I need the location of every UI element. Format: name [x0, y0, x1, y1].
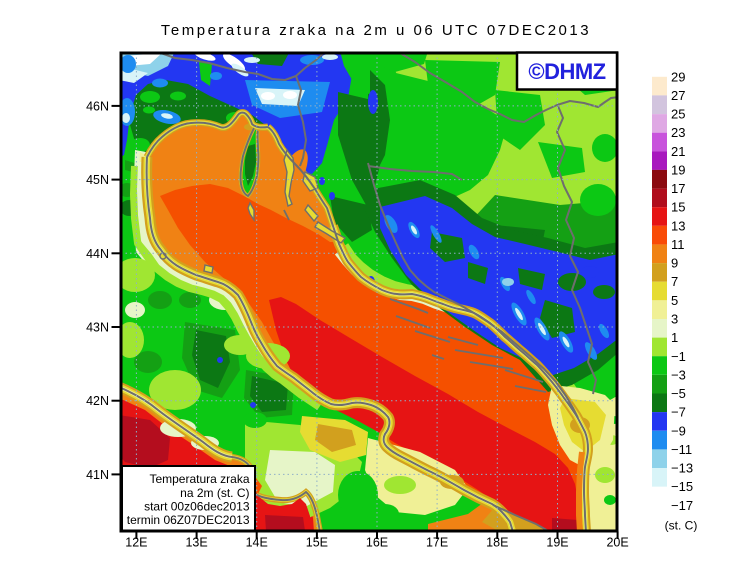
- svg-text:−3: −3: [671, 367, 686, 382]
- svg-text:11: 11: [671, 237, 685, 252]
- svg-text:−15: −15: [671, 479, 693, 494]
- svg-text:termin 06Z07DEC2013: termin 06Z07DEC2013: [127, 513, 250, 527]
- svg-text:29: 29: [671, 69, 685, 84]
- svg-text:25: 25: [671, 107, 685, 122]
- svg-text:43N: 43N: [86, 321, 109, 335]
- svg-text:21: 21: [671, 144, 685, 159]
- svg-text:−17: −17: [671, 498, 693, 513]
- svg-text:1: 1: [671, 330, 678, 345]
- svg-text:©DHMZ: ©DHMZ: [528, 59, 605, 84]
- svg-text:27: 27: [671, 88, 685, 103]
- svg-text:42N: 42N: [86, 394, 109, 408]
- svg-text:41N: 41N: [86, 468, 109, 482]
- svg-text:−7: −7: [671, 405, 686, 420]
- svg-text:start 00z06dec2013: start 00z06dec2013: [144, 500, 250, 514]
- svg-text:−1: −1: [671, 349, 686, 364]
- svg-text:46N: 46N: [86, 99, 109, 113]
- svg-text:12E: 12E: [125, 536, 147, 550]
- svg-text:na 2m (st. C): na 2m (st. C): [180, 486, 249, 500]
- svg-text:15: 15: [671, 200, 685, 215]
- svg-text:3: 3: [671, 312, 678, 327]
- svg-text:Temperatura zraka: Temperatura zraka: [149, 472, 249, 486]
- svg-text:−11: −11: [671, 442, 692, 457]
- svg-text:−5: −5: [671, 386, 686, 401]
- svg-text:17: 17: [671, 181, 685, 196]
- svg-text:45N: 45N: [86, 173, 109, 187]
- svg-text:19E: 19E: [546, 536, 568, 550]
- svg-text:18E: 18E: [486, 536, 508, 550]
- svg-text:16E: 16E: [366, 536, 388, 550]
- svg-text:17E: 17E: [426, 536, 448, 550]
- svg-text:14E: 14E: [246, 536, 268, 550]
- svg-text:(st. C): (st. C): [665, 519, 698, 533]
- svg-text:9: 9: [671, 256, 678, 271]
- svg-text:5: 5: [671, 293, 678, 308]
- svg-text:19: 19: [671, 162, 685, 177]
- svg-text:23: 23: [671, 125, 685, 140]
- svg-text:−9: −9: [671, 423, 686, 438]
- svg-text:−13: −13: [671, 461, 693, 476]
- svg-text:15E: 15E: [306, 536, 328, 550]
- svg-text:13E: 13E: [185, 536, 207, 550]
- svg-text:7: 7: [671, 274, 678, 289]
- svg-text:Temperatura zraka na 2m u 06 U: Temperatura zraka na 2m u 06 UTC 07DEC20…: [161, 22, 591, 39]
- svg-text:44N: 44N: [86, 247, 109, 261]
- svg-text:20E: 20E: [606, 536, 628, 550]
- svg-text:13: 13: [671, 218, 685, 233]
